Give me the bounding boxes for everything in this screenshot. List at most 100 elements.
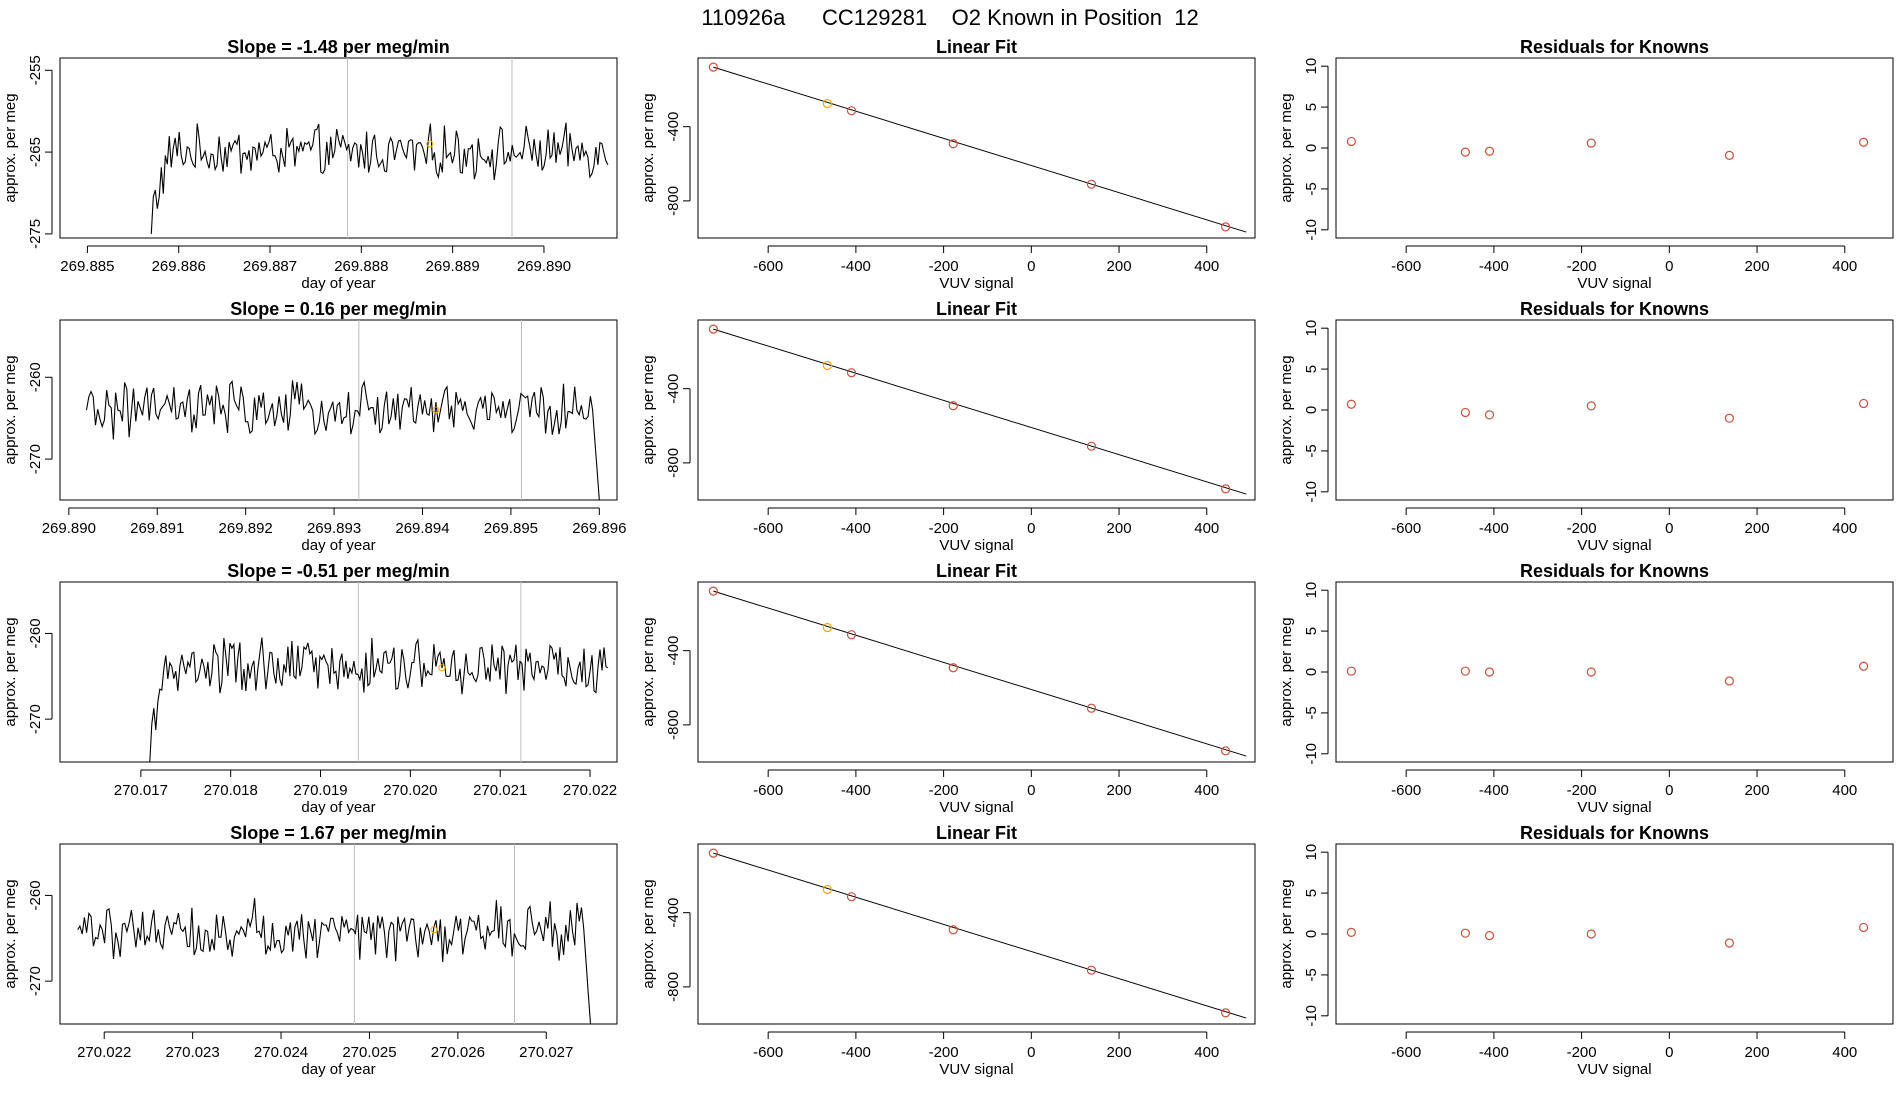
data-point xyxy=(948,401,958,411)
data-layer xyxy=(1346,922,1869,948)
x-tick-label: 269.890 xyxy=(42,520,96,537)
x-tick-label: 270.027 xyxy=(519,1044,573,1061)
x-tick-label: -400 xyxy=(1479,782,1509,799)
y-tick-label: -270 xyxy=(27,444,44,474)
x-axis-title: day of year xyxy=(301,275,375,292)
data-point xyxy=(1484,146,1495,156)
x-tick-label: 269.886 xyxy=(152,258,206,275)
plot-frame xyxy=(697,57,1256,239)
plot-frame xyxy=(59,581,618,763)
x-tick-label: -400 xyxy=(841,782,871,799)
x-tick-label: 270.026 xyxy=(431,1044,485,1061)
y-tick-label: -400 xyxy=(665,898,682,928)
x-tick-label: -400 xyxy=(841,520,871,537)
x-tick-label: -400 xyxy=(1479,258,1509,275)
x-tick-label: 0 xyxy=(1665,1044,1673,1061)
y-tick-label: -270 xyxy=(27,966,44,996)
plot-frame xyxy=(697,581,1256,763)
fit-line xyxy=(713,328,1247,495)
x-axis-title: VUV signal xyxy=(1577,1061,1651,1078)
y-tick-label: 0 xyxy=(1303,406,1320,414)
x-tick-label: 400 xyxy=(1194,1044,1219,1061)
plot-frame xyxy=(59,843,618,1025)
x-axis-title: day of year xyxy=(301,537,375,554)
x-tick-label: 270.021 xyxy=(473,782,527,799)
x-tick-label: 0 xyxy=(1027,1044,1035,1061)
x-tick-label: 269.889 xyxy=(426,258,480,275)
plot-frame xyxy=(1335,319,1894,501)
panel-time-series-row-4: Slope = 1.67 per meg/min 270.022 270.023 27… xyxy=(2,823,618,1078)
y-tick-label: -275 xyxy=(27,219,44,249)
page-title: 110926a CC129281 O2 Known in Position 12 xyxy=(701,5,1198,30)
data-point xyxy=(822,98,832,109)
y-tick-label: 0 xyxy=(1303,144,1320,152)
x-tick-label: 200 xyxy=(1745,1044,1770,1061)
panel-residuals-row-2: Residuals for Knowns -600 -400 -200 0 200 400 V… xyxy=(1278,299,1894,554)
y-tick-label: 5 xyxy=(1303,103,1320,111)
x-tick-label: -200 xyxy=(1567,258,1597,275)
data-point xyxy=(822,884,832,895)
y-tick-label: -5 xyxy=(1303,968,1320,981)
y-tick-label: -800 xyxy=(665,448,682,478)
panel-title: Linear Fit xyxy=(936,823,1017,843)
plot-frame xyxy=(1335,843,1894,1025)
panel-title: Slope = 1.67 per meg/min xyxy=(230,823,447,843)
signal-line xyxy=(149,637,609,762)
panel-title: Residuals for Knowns xyxy=(1520,299,1709,319)
highlight-point xyxy=(438,664,446,672)
x-tick-label: 270.023 xyxy=(166,1044,220,1061)
data-point xyxy=(1086,965,1097,975)
data-point xyxy=(846,368,857,378)
x-tick-label: -200 xyxy=(1567,520,1597,537)
data-point xyxy=(1586,138,1596,148)
panel-residuals-row-1: Residuals for Knowns -600 -400 -200 0 200 400 V… xyxy=(1278,37,1894,292)
data-point xyxy=(1346,399,1356,409)
panel-title: Residuals for Knowns xyxy=(1520,561,1709,581)
x-tick-label: 0 xyxy=(1665,258,1673,275)
plot-frame xyxy=(697,843,1256,1025)
x-tick-label: 200 xyxy=(1745,258,1770,275)
y-tick-label: -5 xyxy=(1303,706,1320,719)
x-tick-label: 270.020 xyxy=(383,782,437,799)
y-tick-label: -255 xyxy=(27,55,44,85)
panel-time-series-row-2: Slope = 0.16 per meg/min 269.890 269.891 26… xyxy=(2,299,626,554)
x-tick-label: 200 xyxy=(1107,258,1132,275)
panel-title: Residuals for Knowns xyxy=(1520,823,1709,843)
x-tick-label: 269.890 xyxy=(517,258,571,275)
y-axis-title: approx. per meg xyxy=(1278,617,1295,726)
x-axis-title: VUV signal xyxy=(1577,275,1651,292)
x-tick-label: -600 xyxy=(1391,520,1421,537)
data-point xyxy=(822,360,832,371)
x-tick-label: 270.019 xyxy=(293,782,347,799)
data-point xyxy=(948,663,958,673)
data-point xyxy=(846,106,857,116)
data-point xyxy=(708,586,718,596)
x-tick-label: 269.892 xyxy=(219,520,273,537)
x-axis-title: VUV signal xyxy=(939,537,1013,554)
x-tick-label: 269.894 xyxy=(395,520,449,537)
data-point xyxy=(846,892,857,902)
highlight-point xyxy=(430,926,438,934)
data-point xyxy=(1460,147,1470,157)
y-tick-label: 0 xyxy=(1303,668,1320,676)
x-tick-label: 269.895 xyxy=(484,520,538,537)
signal-line xyxy=(85,379,600,500)
y-axis-title: approx. per meg xyxy=(640,617,657,726)
data-point xyxy=(1484,931,1495,941)
data-point xyxy=(1859,398,1869,409)
data-point xyxy=(1221,746,1231,756)
data-point xyxy=(846,630,857,640)
y-axis-title: approx. per meg xyxy=(640,355,657,464)
x-tick-label: 0 xyxy=(1027,782,1035,799)
panel-linear-fit-row-1: Linear Fit -600 -400 -200 0 200 400 VUV signal -… xyxy=(640,37,1256,292)
y-axis-title: approx. per meg xyxy=(2,355,19,464)
panel-title: Linear Fit xyxy=(936,299,1017,319)
data-point xyxy=(708,62,718,72)
y-axis-title: approx. per meg xyxy=(1278,355,1295,464)
panel-linear-fit-row-4: Linear Fit -600 -400 -200 0 200 400 VUV signal -… xyxy=(640,823,1256,1078)
x-tick-label: 400 xyxy=(1832,1044,1857,1061)
x-tick-label: 270.025 xyxy=(342,1044,396,1061)
x-tick-label: 270.024 xyxy=(254,1044,308,1061)
data-layer xyxy=(85,320,600,500)
